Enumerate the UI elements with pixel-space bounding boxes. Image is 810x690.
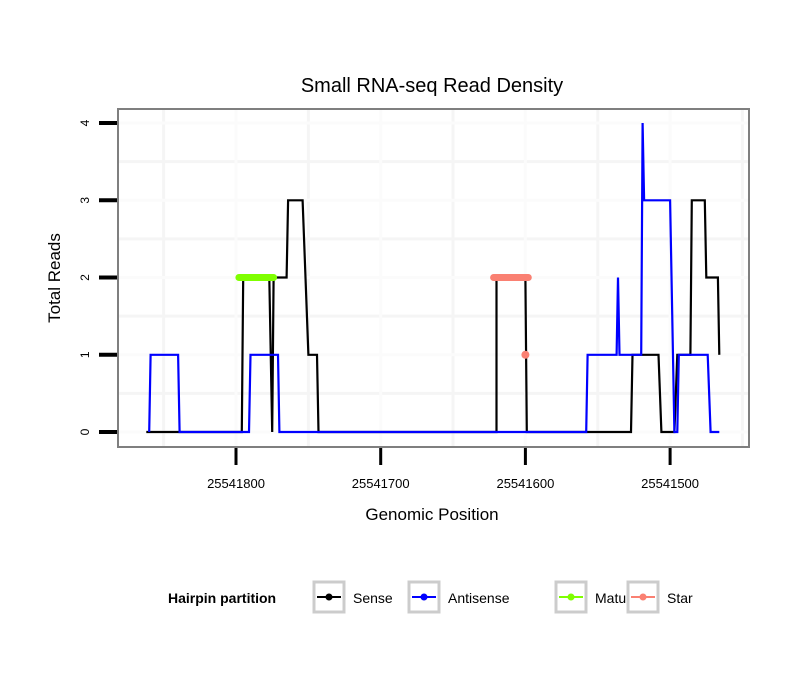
series-point-star	[521, 350, 530, 359]
x-axis: 25541800 25541700 25541600 25541500	[207, 448, 699, 491]
legend-item-sense: Sense	[312, 580, 393, 614]
legend-key-point	[639, 593, 647, 601]
x-tick-label: 25541500	[641, 476, 699, 491]
x-axis-title: Genomic Position	[365, 505, 498, 524]
x-tick-label: 25541600	[496, 476, 554, 491]
legend-key-point	[567, 593, 575, 601]
y-tick-label: 2	[78, 274, 92, 281]
y-tick-label: 1	[78, 351, 92, 358]
legend-label: Star	[667, 590, 693, 606]
series-layer	[146, 122, 721, 434]
legend-item-mature: Mature	[554, 580, 639, 614]
legend-label: Sense	[353, 590, 393, 606]
x-tick-label: 25541700	[352, 476, 410, 491]
legend-title: Hairpin partition	[168, 590, 276, 606]
y-axis-title: Total Reads	[45, 233, 64, 323]
series-line-antisense	[148, 122, 720, 434]
legend-label: Antisense	[448, 590, 510, 606]
y-tick-label: 3	[78, 197, 92, 204]
legend-item-star: Star	[626, 580, 693, 614]
y-axis: 0 1 2 3 4	[78, 119, 117, 435]
y-tick-label: 4	[78, 119, 92, 126]
legend-item-antisense: Antisense	[407, 580, 510, 614]
y-tick-label: 0	[78, 428, 92, 435]
legend-key-point	[420, 593, 428, 601]
legend-key-point	[325, 593, 333, 601]
chart-title: Small RNA-seq Read Density	[301, 75, 563, 97]
x-tick-label: 25541800	[207, 476, 265, 491]
legend: Hairpin partition Sense Antisense Mature St…	[168, 580, 693, 614]
